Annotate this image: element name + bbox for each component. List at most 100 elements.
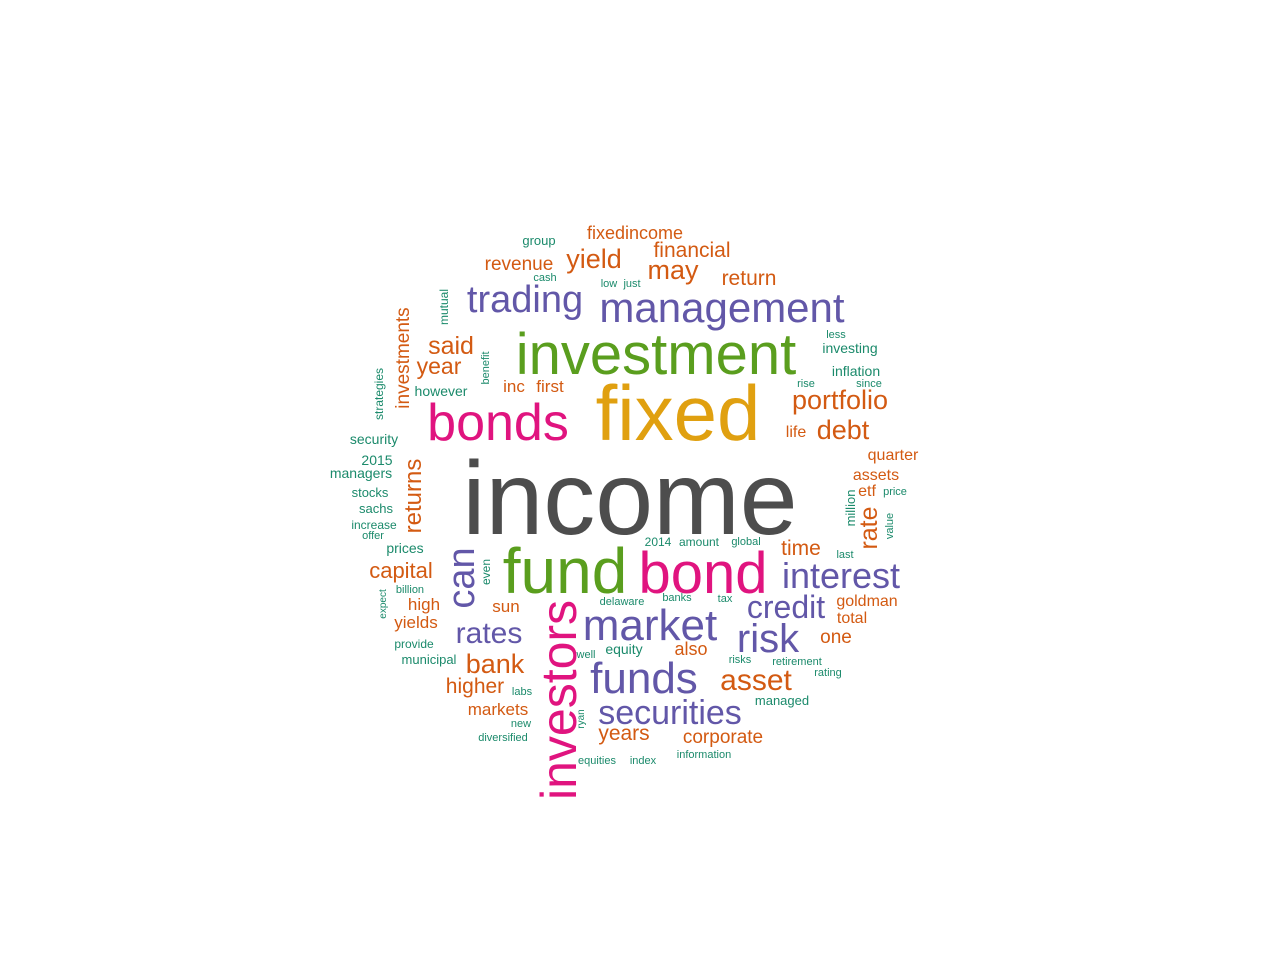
word-mutual: mutual	[437, 289, 451, 325]
word-investors: investors	[531, 600, 587, 800]
word-capital: capital	[369, 558, 433, 583]
word-since: since	[856, 378, 882, 390]
word-revenue: revenue	[485, 254, 554, 275]
word-risk: risk	[737, 617, 800, 661]
word-portfolio: portfolio	[792, 385, 888, 415]
word-new: new	[511, 718, 531, 730]
word-higher: higher	[446, 675, 504, 698]
word-markets: markets	[468, 700, 528, 719]
word-assets: assets	[853, 467, 899, 484]
word-rates: rates	[456, 617, 523, 650]
word-time: time	[781, 537, 821, 560]
word-labs: labs	[512, 686, 533, 698]
word-years: years	[598, 722, 649, 745]
word-security: security	[350, 431, 398, 447]
word-2015: 2015	[361, 452, 392, 468]
word-risks: risks	[729, 654, 752, 666]
word-asset: asset	[720, 664, 792, 697]
word-municipal: municipal	[402, 652, 457, 667]
word-offer: offer	[362, 530, 384, 542]
word-year: year	[417, 353, 462, 379]
word-ryan: ryan	[576, 709, 587, 728]
word-last: last	[836, 549, 853, 561]
word-price: price	[883, 486, 907, 498]
word-banks: banks	[662, 592, 692, 604]
word-debt: debt	[817, 415, 870, 445]
word-goldman: goldman	[836, 593, 897, 610]
word-however: however	[415, 383, 468, 399]
word-investment: investment	[516, 322, 796, 387]
word-2014: 2014	[645, 535, 672, 549]
word-increase: increase	[351, 518, 397, 532]
word-life: life	[786, 424, 807, 441]
word-billion: billion	[396, 584, 424, 596]
word-equity: equity	[605, 641, 642, 657]
word-investing: investing	[822, 340, 877, 356]
word-may: may	[647, 255, 699, 285]
word-global: global	[731, 536, 760, 548]
word-etf: etf	[858, 483, 876, 500]
word-value: value	[884, 513, 896, 539]
word-returns: returns	[400, 459, 427, 534]
word-managers: managers	[330, 465, 392, 481]
word-rating: rating	[814, 667, 842, 679]
word-retirement: retirement	[772, 656, 822, 668]
word-bank: bank	[466, 649, 525, 679]
word-trading: trading	[467, 279, 583, 321]
word-just: just	[622, 278, 640, 290]
word-quarter: quarter	[868, 447, 919, 464]
word-even: even	[479, 559, 493, 585]
word-managed: managed	[755, 693, 809, 708]
word-less: less	[826, 329, 846, 341]
word-bond: bond	[638, 541, 767, 606]
word-equities: equities	[578, 755, 616, 767]
word-financial: financial	[653, 239, 730, 262]
word-securities: securities	[598, 694, 742, 732]
word-market: market	[583, 601, 717, 650]
word-yields: yields	[394, 613, 437, 632]
word-yield: yield	[566, 244, 622, 274]
word-total: total	[837, 610, 867, 627]
word-sachs: sachs	[359, 501, 393, 516]
word-amount: amount	[679, 535, 720, 549]
word-said: said	[428, 332, 474, 360]
word-fund: fund	[503, 535, 628, 607]
word-can: can	[441, 547, 483, 608]
word-first: first	[536, 377, 564, 396]
word-delaware: delaware	[600, 596, 645, 608]
word-investments: investments	[393, 307, 414, 408]
word-prices: prices	[386, 540, 423, 556]
word-income: income	[462, 441, 797, 557]
word-management: management	[599, 284, 844, 331]
word-index: index	[630, 755, 657, 767]
word-well: well	[576, 649, 596, 661]
word-bonds: bonds	[427, 394, 569, 452]
word-low: low	[601, 278, 618, 290]
word-inc: inc	[503, 377, 525, 396]
word-strategies: strategies	[372, 368, 386, 420]
word-return: return	[722, 267, 777, 290]
word-information: information	[677, 749, 731, 761]
word-provide: provide	[394, 637, 434, 651]
word-funds: funds	[590, 654, 698, 703]
word-corporate: corporate	[683, 727, 763, 748]
word-one: one	[820, 627, 852, 648]
word-tax: tax	[718, 593, 733, 605]
word-fixedincome: fixedincome	[587, 223, 683, 243]
word-million: million	[843, 490, 858, 527]
word-cash: cash	[533, 272, 556, 284]
word-sun: sun	[492, 597, 519, 616]
word-expect: expect	[378, 589, 389, 619]
word-diversified: diversified	[478, 732, 528, 744]
word-rise: rise	[797, 378, 815, 390]
word-group: group	[522, 233, 555, 248]
word-benefit: benefit	[480, 351, 492, 384]
word-fixed: fixed	[596, 369, 761, 457]
word-rate: rate	[855, 506, 883, 549]
word-high: high	[408, 595, 440, 614]
word-also: also	[674, 639, 707, 659]
word-stocks: stocks	[352, 485, 389, 500]
word-interest: interest	[782, 555, 900, 596]
word-credit: credit	[747, 589, 825, 625]
